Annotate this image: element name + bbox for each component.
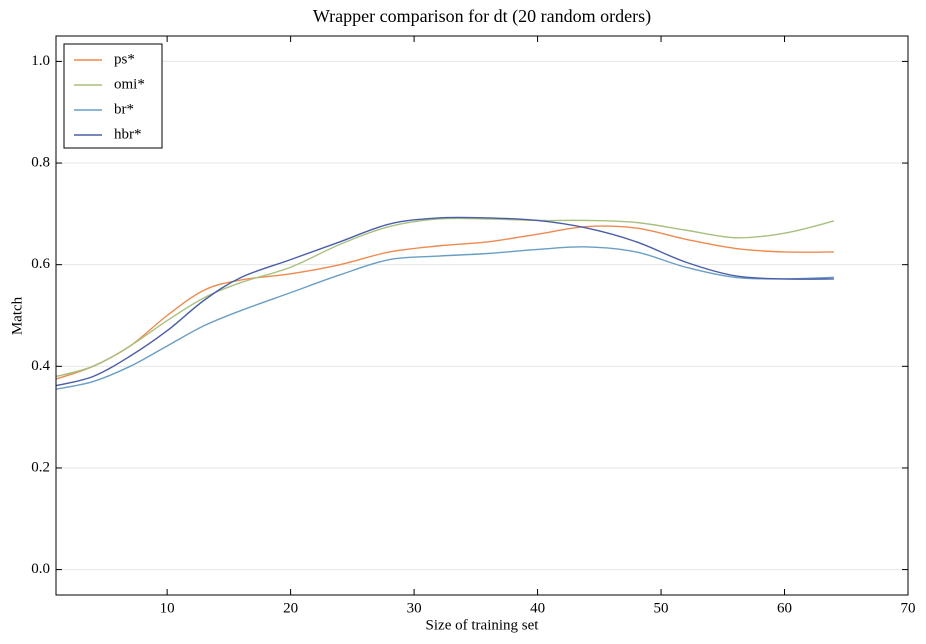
series-line — [55, 216, 834, 387]
y-tick-label: 1.0 — [31, 53, 50, 69]
plot-frame — [55, 35, 909, 596]
y-tick-label: 0.0 — [31, 561, 50, 577]
x-axis-label: Size of training set — [426, 617, 540, 633]
x-tick-label: 10 — [160, 600, 175, 616]
x-tick-label: 30 — [407, 600, 422, 616]
x-tick-label: 60 — [777, 600, 792, 616]
legend-box — [63, 43, 163, 149]
series-line — [55, 246, 834, 390]
y-axis-label: Match — [9, 296, 25, 335]
series-line — [55, 225, 834, 380]
legend-label: hbr* — [114, 126, 142, 142]
x-tick-label: 40 — [530, 600, 545, 616]
x-tick-label: 50 — [654, 600, 669, 616]
legend-label: ps* — [114, 51, 135, 67]
legend-label: omi* — [114, 76, 145, 92]
y-tick-label: 0.2 — [31, 459, 50, 475]
legend-label: br* — [114, 101, 134, 117]
x-tick-label: 70 — [901, 600, 916, 616]
y-tick-label: 0.4 — [31, 358, 50, 374]
series-line — [55, 217, 835, 378]
y-tick-label: 0.8 — [31, 154, 50, 170]
y-tick-label: 0.6 — [31, 256, 50, 272]
chart-title: Wrapper comparison for dt (20 random ord… — [313, 6, 651, 27]
x-tick-label: 20 — [283, 600, 298, 616]
